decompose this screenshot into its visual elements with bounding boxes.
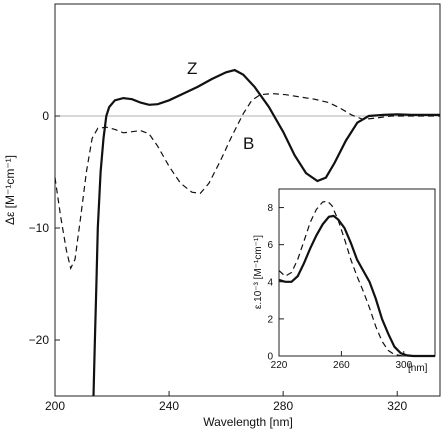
main-series-b-line — [54, 92, 440, 271]
main-x-tick-label: 200 — [45, 399, 65, 413]
main-x-tick-label: 280 — [273, 399, 293, 413]
main-x-tick-label: 240 — [159, 399, 179, 413]
inset-x-axis-label: [nm] — [408, 363, 428, 374]
annotation-b: B — [243, 134, 254, 153]
main-plot-frame — [54, 3, 441, 397]
inset-x-tick-label: 300 — [395, 360, 412, 371]
inset-y-tick-label: 8 — [267, 203, 273, 214]
main-y-axis-label: Δε [M⁻¹cm⁻¹] — [3, 155, 17, 225]
inset-x-tick-label: 220 — [271, 360, 288, 371]
inset-series-b-line — [278, 200, 435, 357]
main-x-tick-label: 320 — [387, 399, 407, 413]
main-y-tick-label: 0 — [42, 109, 49, 123]
annotation-z: Z — [187, 59, 197, 78]
inset-y-tick-label: 2 — [267, 314, 273, 325]
inset-y-tick-label: 0 — [267, 352, 273, 363]
main-y-tick-label: −10 — [29, 221, 50, 235]
main-series-z-line — [92, 68, 440, 397]
inset-plot-frame — [278, 188, 436, 357]
inset-y-axis-label: ε.10⁻³ [M⁻¹cm⁻¹] — [253, 235, 264, 309]
inset-y-tick-label: 4 — [267, 277, 273, 288]
inset-x-tick-label: 260 — [333, 360, 350, 371]
main-x-axis-label: Wavelength [nm] — [203, 415, 293, 429]
inset-y-tick-label: 6 — [267, 240, 273, 251]
inset-series-z-line — [278, 214, 435, 358]
main-y-tick-label: −20 — [29, 333, 50, 347]
